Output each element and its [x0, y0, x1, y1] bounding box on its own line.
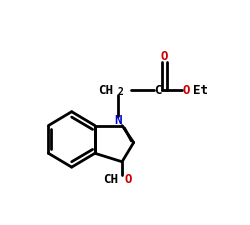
- Text: O: O: [124, 173, 132, 186]
- Text: 2: 2: [117, 88, 123, 97]
- Text: CH: CH: [103, 173, 118, 186]
- Text: O: O: [182, 84, 189, 97]
- Text: Et: Et: [192, 84, 207, 97]
- Text: N: N: [114, 115, 122, 127]
- Text: O: O: [160, 50, 167, 63]
- Text: C: C: [153, 84, 161, 97]
- Text: CH: CH: [97, 84, 112, 97]
